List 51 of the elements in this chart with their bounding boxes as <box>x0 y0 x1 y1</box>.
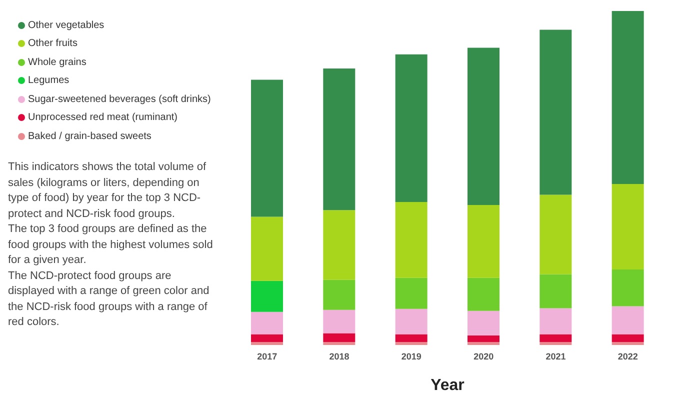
bar <box>612 306 644 334</box>
bar <box>323 280 356 310</box>
bar <box>251 312 283 334</box>
x-tick-label: 2020 <box>474 351 494 362</box>
x-tick-label: 2017 <box>257 351 278 362</box>
bar <box>323 310 356 334</box>
bar <box>468 278 500 311</box>
bar <box>540 274 572 308</box>
bar <box>395 342 428 345</box>
bar <box>612 11 644 184</box>
bar <box>612 342 644 345</box>
x-tick-label: 2022 <box>618 351 638 362</box>
legend-label: Legumes <box>28 75 70 86</box>
bar <box>540 194 572 274</box>
x-tick-label: 2019 <box>401 351 422 362</box>
bar <box>395 202 428 278</box>
legend-label: Other fruits <box>28 38 78 50</box>
bar <box>251 80 283 217</box>
bar <box>395 308 428 334</box>
bar <box>540 308 572 334</box>
bar <box>612 184 644 270</box>
legend-label: Sugar-sweetened beverages (soft drinks) <box>28 94 211 105</box>
bar <box>468 310 500 336</box>
legend-label: Other vegetables <box>28 20 104 31</box>
x-tick-label: 2018 <box>329 351 350 362</box>
bar <box>251 280 283 312</box>
bar <box>468 205 500 278</box>
legend-label: Baked / grain-based sweets <box>28 130 152 142</box>
legend-label: Unprocessed red meat (ruminant) <box>28 112 178 124</box>
legend-label: Whole grains <box>28 56 86 68</box>
bar <box>395 334 428 342</box>
bar <box>468 342 500 345</box>
bar <box>395 278 428 309</box>
bar <box>251 216 283 281</box>
bar <box>251 342 283 345</box>
bar <box>540 342 572 345</box>
bar <box>468 48 500 206</box>
text: This indicators shows the total volume of sales (kilograms or liters, depending on type of food) by year for the top 3 NCD-protect and NCD-risk food groups. The top 3 food groups are defined as the food groups with the highest volumes sold for a given year. The NCD-protect food groups are displayed with a range of green color and the NCD-risk food groups with a range of red colors. <box>8 161 213 328</box>
bar <box>468 335 500 342</box>
bar <box>323 210 356 280</box>
bar <box>323 342 356 345</box>
bar <box>540 30 572 195</box>
bar <box>323 333 356 342</box>
x-axis-title: Year <box>430 377 464 394</box>
x-tick-label: 2021 <box>546 351 566 362</box>
bar <box>251 334 283 342</box>
bar <box>612 270 644 306</box>
bar <box>323 68 356 210</box>
bar <box>395 54 428 202</box>
bar <box>612 334 644 342</box>
bar <box>540 334 572 342</box>
